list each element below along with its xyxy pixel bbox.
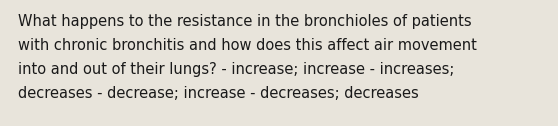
Text: with chronic bronchitis and how does this affect air movement: with chronic bronchitis and how does thi… xyxy=(18,38,477,53)
Text: What happens to the resistance in the bronchioles of patients: What happens to the resistance in the br… xyxy=(18,14,472,29)
Text: into and out of their lungs? - increase; increase - increases;: into and out of their lungs? - increase;… xyxy=(18,62,454,77)
Text: decreases - decrease; increase - decreases; decreases: decreases - decrease; increase - decreas… xyxy=(18,86,418,101)
